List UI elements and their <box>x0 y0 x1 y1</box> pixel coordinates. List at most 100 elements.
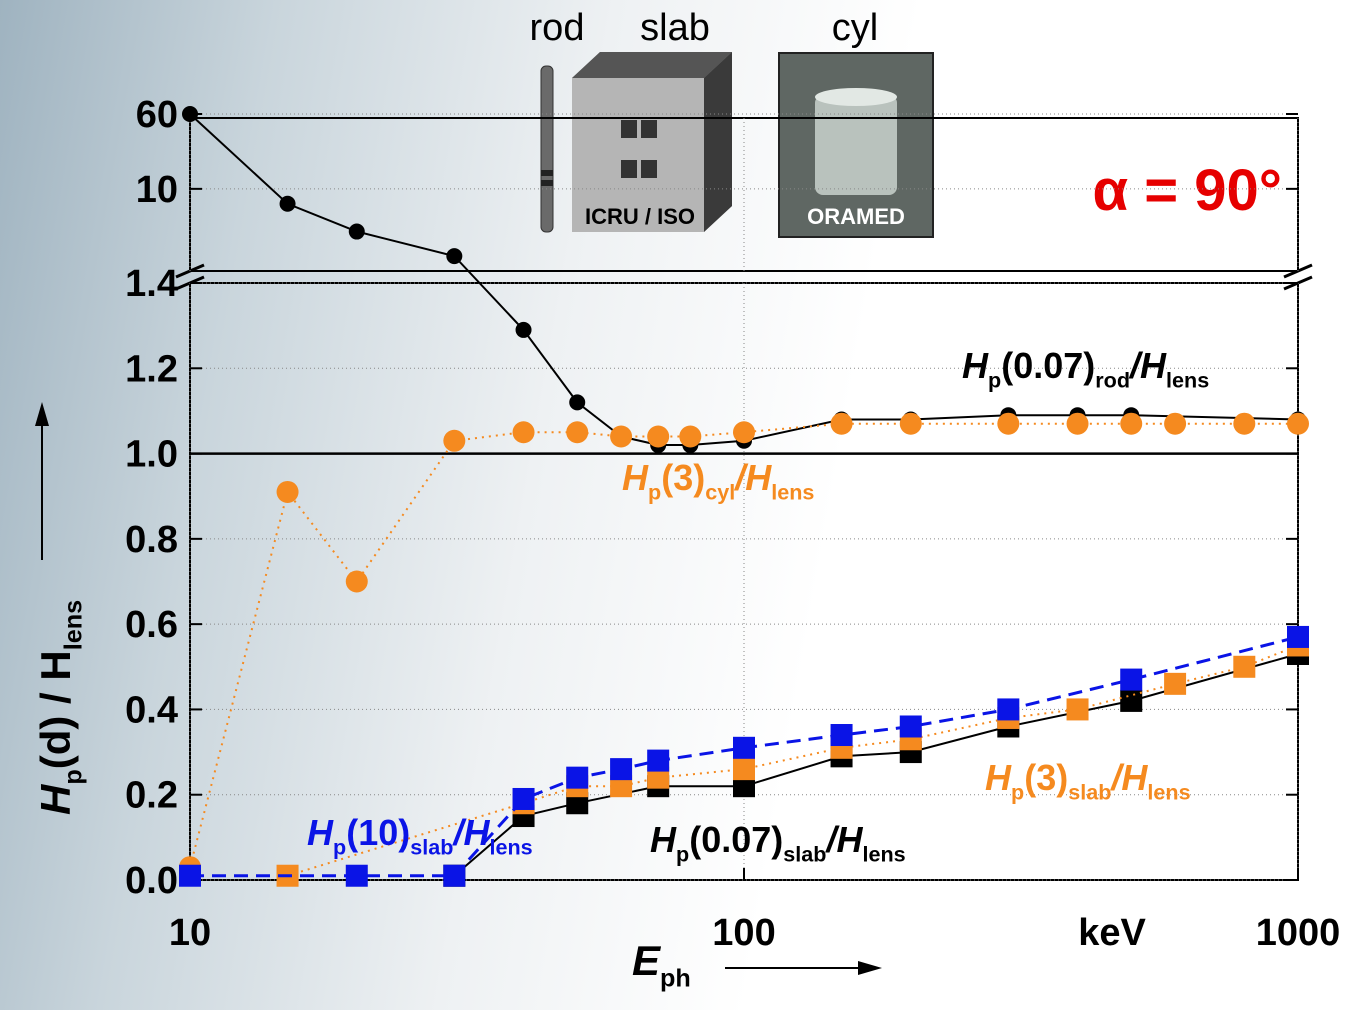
axis-arrow-head <box>858 961 882 975</box>
dosimeter <box>641 160 657 178</box>
y-tick-label: 0.8 <box>125 519 178 561</box>
series-label-part: /H <box>1109 757 1148 798</box>
marker <box>346 571 368 593</box>
y-axis-title-part: lens <box>59 600 87 650</box>
marker <box>516 322 532 338</box>
series-label: Hp(0.07)rod/Hlens <box>962 345 1209 393</box>
marker <box>1120 413 1142 435</box>
series-label-part: /H <box>1128 345 1167 386</box>
marker <box>280 196 296 212</box>
series-label-part: /H <box>451 812 490 853</box>
marker <box>1067 413 1089 435</box>
marker <box>1287 413 1309 435</box>
marker <box>733 737 755 759</box>
series-label-part: p <box>1011 780 1024 805</box>
x-axis-title: Eph <box>632 937 691 992</box>
series-label-part: /H <box>824 819 863 860</box>
series-label-part: p <box>333 835 346 860</box>
series-label-part: H <box>307 812 334 853</box>
rod-band <box>541 170 553 176</box>
rod-icon <box>541 66 553 232</box>
annotation: α = 90° <box>1093 158 1282 223</box>
marker <box>733 421 755 443</box>
marker <box>647 750 669 772</box>
y-tick-label: 0.4 <box>125 689 178 731</box>
marker <box>647 426 669 448</box>
y-axis-title: Hp(d) / Hlens <box>32 600 87 815</box>
cyl-top <box>815 88 897 106</box>
series-label-part: lens <box>1166 368 1209 393</box>
marker <box>679 426 701 448</box>
marker <box>1164 673 1186 695</box>
slab-top <box>572 52 732 78</box>
series-label-part: (3) <box>661 457 705 498</box>
marker <box>346 865 368 887</box>
marker <box>513 421 535 443</box>
marker <box>1120 690 1142 712</box>
page: rod slab cyl ICRU / ISO ORAMED α = 90° k… <box>0 0 1361 1010</box>
y-tick-label: 10 <box>136 169 178 211</box>
axis-arrow-head <box>35 402 49 426</box>
series-label-part: slab <box>410 835 453 860</box>
series-label-part: rod <box>1095 368 1130 393</box>
slab-side <box>704 52 732 232</box>
chart: rod slab cyl ICRU / ISO ORAMED α = 90° k… <box>0 0 1361 1010</box>
x-unit: keV <box>1078 912 1146 954</box>
series-label: Hp(10)slab/Hlens <box>307 812 533 860</box>
series-label-part: lens <box>862 842 905 867</box>
dosimeter <box>621 160 637 178</box>
pictogram-caption: ORAMED <box>807 204 905 229</box>
marker <box>179 865 201 887</box>
cyl-icon <box>815 95 897 195</box>
series-label-part: lens <box>771 480 814 505</box>
marker <box>1120 669 1142 691</box>
series-label-part: H <box>622 457 649 498</box>
pictogram-label: cyl <box>832 7 878 49</box>
y-tick-label: 0.6 <box>125 604 178 646</box>
y-tick-label: 0.2 <box>125 775 178 817</box>
series-label-part: slab <box>783 842 826 867</box>
pictograms: rod slab cyl ICRU / ISO ORAMED <box>530 7 933 237</box>
series-label-part: p <box>988 368 1001 393</box>
series-label-part: p <box>648 480 661 505</box>
y-tick-label: 1.2 <box>125 348 178 390</box>
marker <box>610 426 632 448</box>
series-label-part: (3) <box>1024 757 1068 798</box>
y-tick-label: 1.0 <box>125 434 178 476</box>
series-label-part: lens <box>489 835 532 860</box>
marker <box>566 767 588 789</box>
y-tick-label: 1.4 <box>125 263 178 305</box>
marker <box>831 413 853 435</box>
y-axis-title-part: (d) / H <box>32 650 79 769</box>
marker <box>610 758 632 780</box>
series-label-part: H <box>985 757 1012 798</box>
series-label-part: H <box>650 819 677 860</box>
series-label: Hp(3)cyl/Hlens <box>622 457 814 505</box>
marker <box>446 248 462 264</box>
dosimeter <box>641 120 657 138</box>
marker <box>1233 656 1255 678</box>
rod-band <box>541 180 553 186</box>
marker <box>1164 413 1186 435</box>
series-label-part: lens <box>1147 780 1190 805</box>
series-label-part: p <box>676 842 689 867</box>
y-tick-label: 0.0 <box>125 860 178 902</box>
marker <box>277 481 299 503</box>
series-label-part: slab <box>1068 780 1111 805</box>
series-label-part: cyl <box>705 480 735 505</box>
y-axis-title-part: H <box>32 783 79 815</box>
series-label-part: (0.07) <box>1001 345 1095 386</box>
series-label-part: (0.07) <box>689 819 783 860</box>
x-tick-label: 10 <box>169 912 211 954</box>
series-label: Hp(0.07)slab/Hlens <box>650 819 906 867</box>
marker <box>182 106 198 122</box>
x-tick-label: 100 <box>712 912 775 954</box>
x-tick-label: 1000 <box>1256 912 1341 954</box>
marker <box>443 865 465 887</box>
marker <box>1233 413 1255 435</box>
marker <box>443 430 465 452</box>
pictogram-caption: ICRU / ISO <box>585 204 695 229</box>
pictogram-label: slab <box>640 7 710 49</box>
marker <box>900 413 922 435</box>
series-label: Hp(3)slab/Hlens <box>985 757 1191 805</box>
